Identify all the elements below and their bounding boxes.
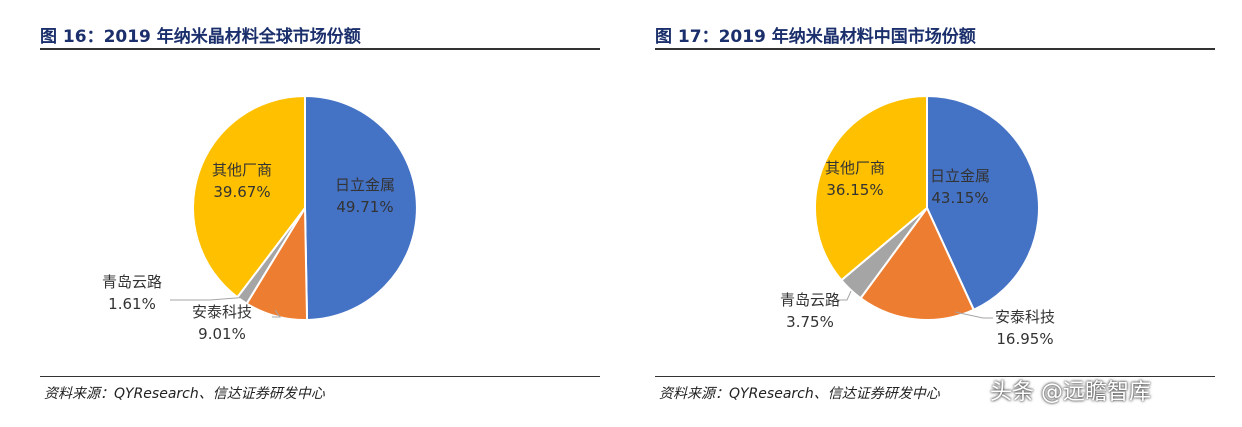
slice-value-0: 49.71%	[336, 198, 393, 216]
pie-slice-3	[814, 94, 928, 282]
slice-label-1: 安泰科技	[995, 308, 1055, 326]
slice-value-2: 3.75%	[786, 313, 834, 331]
slice-label-3: 其他厂商	[212, 161, 272, 179]
figure-title: 图 16：2019 年纳米晶材料全球市场份额	[40, 27, 361, 47]
pie-slice-0	[304, 94, 418, 322]
slice-value-0: 43.15%	[931, 189, 988, 207]
source-rule	[40, 376, 600, 377]
slice-label-2: 青岛云路	[102, 273, 162, 291]
leader-line-1	[954, 311, 993, 319]
slice-value-1: 9.01%	[198, 325, 246, 343]
source-note: 资料来源：QYResearch、信达证券研发中心	[44, 386, 325, 402]
leader-line-2	[170, 296, 250, 301]
chart-panel-china: 图 17：2019 年纳米晶材料中国市场份额 日立金属 43.15% 安泰科技 16.…	[625, 0, 1225, 427]
slice-label-2: 青岛云路	[780, 291, 840, 309]
source-note: 资料来源：QYResearch、信达证券研发中心	[659, 386, 940, 402]
slice-value-3: 39.67%	[213, 183, 270, 201]
pie-chart-china: 日立金属 43.15% 安泰科技 16.95% 青岛云路 3.75% 其他厂商 36.15%	[780, 94, 1055, 348]
slice-label-0: 日立金属	[335, 176, 395, 194]
title-rule	[655, 48, 1215, 50]
slice-value-2: 1.61%	[108, 295, 156, 313]
slice-label-1: 安泰科技	[192, 303, 252, 321]
leader-line-2	[837, 290, 852, 301]
pie-slice-3	[192, 94, 306, 299]
slice-value-3: 36.15%	[826, 181, 883, 199]
slice-label-0: 日立金属	[930, 167, 990, 185]
pie-slice-0	[926, 94, 1040, 312]
chart-panel-global: 图 16：2019 年纳米晶材料全球市场份额 日立金属 49.71% 安泰科技 9.0…	[10, 0, 610, 427]
pie-slice-1	[859, 206, 976, 321]
watermark: 头条 @远瞻智库	[990, 380, 1151, 405]
figure-title: 图 17：2019 年纳米晶材料中国市场份额	[655, 27, 976, 47]
source-rule	[655, 376, 1215, 377]
slice-value-1: 16.95%	[996, 330, 1053, 348]
leader-line-1	[272, 309, 281, 318]
title-rule	[40, 48, 600, 50]
pie-chart-global: 日立金属 49.71% 安泰科技 9.01% 青岛云路 1.61% 其他厂商 39.67%	[102, 94, 418, 343]
slice-label-3: 其他厂商	[825, 159, 885, 177]
